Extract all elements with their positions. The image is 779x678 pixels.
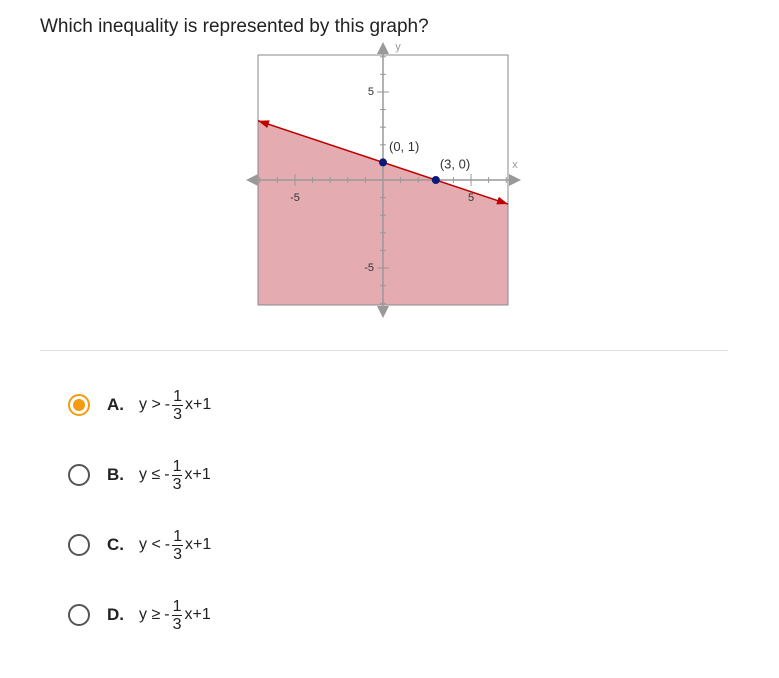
point-label: (3, 0) bbox=[440, 156, 470, 171]
expression-rest: x+1 bbox=[184, 466, 211, 483]
y-arrow-top bbox=[377, 42, 389, 54]
x-tick-label: 5 bbox=[468, 192, 474, 204]
point-label: (0, 1) bbox=[389, 139, 419, 154]
expression-rest: x+1 bbox=[185, 536, 212, 553]
denominator: 3 bbox=[173, 405, 183, 423]
radio-button[interactable] bbox=[68, 464, 90, 486]
denominator: 3 bbox=[173, 545, 183, 563]
x-axis-label: x bbox=[512, 159, 518, 171]
sign: - bbox=[164, 396, 171, 413]
numerator: 1 bbox=[171, 597, 183, 616]
line-arrow-left bbox=[258, 120, 270, 129]
inequality: y ≤ -1 3 x+1 bbox=[139, 458, 211, 493]
expression-rest: x+1 bbox=[184, 606, 211, 623]
y-tick-label: -5 bbox=[364, 262, 374, 274]
option-letter: B. bbox=[107, 465, 124, 484]
line-arrow-right bbox=[496, 196, 508, 205]
graph: -5 5 -5 5 x y (0, 1) (3, 0) bbox=[246, 41, 521, 318]
numerator: 1 bbox=[172, 387, 184, 406]
radio-button[interactable] bbox=[68, 394, 90, 416]
inequality: y > -1 3 x+1 bbox=[139, 388, 211, 423]
option-letter: D. bbox=[107, 605, 124, 624]
y-axis-label: y bbox=[395, 41, 401, 53]
option[interactable]: C. y < -1 3 x+1 bbox=[68, 525, 211, 565]
y-tick-label: 5 bbox=[368, 86, 374, 98]
inequality: y < -1 3 x+1 bbox=[139, 528, 211, 563]
sign: - bbox=[164, 466, 170, 483]
denominator: 3 bbox=[172, 615, 182, 633]
y-arrow-bottom bbox=[377, 306, 389, 318]
numerator: 1 bbox=[171, 457, 183, 476]
radio-button[interactable] bbox=[68, 604, 90, 626]
x-arrow-left bbox=[246, 174, 258, 186]
relation: y ≤ bbox=[139, 466, 161, 483]
relation: y > bbox=[139, 396, 161, 413]
option-letter: C. bbox=[107, 535, 124, 554]
option[interactable]: D. y ≥ -1 3 x+1 bbox=[68, 595, 211, 635]
point bbox=[379, 158, 387, 167]
option[interactable]: A. y > -1 3 x+1 bbox=[68, 385, 211, 425]
inequality: y ≥ -1 3 x+1 bbox=[139, 598, 211, 633]
sign: - bbox=[164, 606, 170, 623]
x-tick-label: -5 bbox=[290, 192, 300, 204]
expression-rest: x+1 bbox=[185, 396, 212, 413]
sign: - bbox=[164, 536, 171, 553]
point bbox=[431, 176, 440, 184]
relation: y ≥ bbox=[139, 606, 161, 623]
question: Which inequality is represented by this … bbox=[40, 16, 429, 37]
relation: y < bbox=[139, 536, 161, 553]
radio-button[interactable] bbox=[68, 534, 90, 556]
numerator: 1 bbox=[172, 527, 184, 546]
divider bbox=[40, 350, 728, 351]
denominator: 3 bbox=[172, 475, 182, 493]
option-letter: A. bbox=[107, 395, 124, 414]
x-arrow-right bbox=[509, 174, 521, 186]
option[interactable]: B. y ≤ -1 3 x+1 bbox=[68, 455, 211, 495]
